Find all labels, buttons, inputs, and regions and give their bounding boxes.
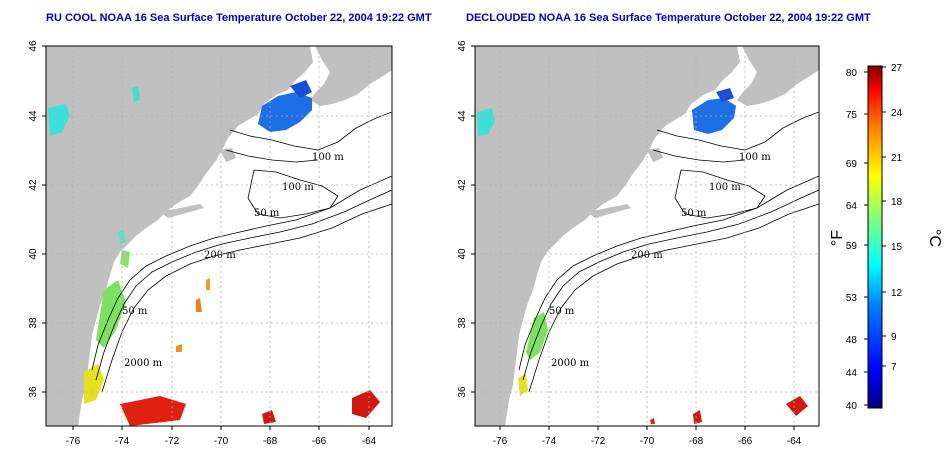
right-map-panel: 100 m 100 m 50 m 200 m 50 m 2000 m — [457, 40, 820, 447]
colorbar-c-tick: 15 — [891, 242, 903, 253]
sst-patch-red-2 — [786, 396, 808, 416]
left-axis-ticks — [42, 45, 370, 430]
fahrenheit-label: °F — [829, 230, 846, 246]
x-tick-label: -66 — [738, 436, 753, 447]
long-island-land — [160, 204, 204, 218]
x-tick-label: -70 — [214, 436, 229, 447]
x-tick-label: -76 — [493, 436, 508, 447]
contour-label-100m-b: 100 m — [709, 182, 741, 193]
contour-label-200m: 200 m — [204, 250, 236, 261]
contour-label-2000m: 2000 m — [551, 358, 590, 369]
y-tick-label: 42 — [457, 179, 468, 191]
bathymetry-contours — [518, 111, 819, 393]
left-panel-title: RU COOL NOAA 16 Sea Surface Temperature … — [46, 12, 432, 24]
y-tick-label: 36 — [457, 386, 468, 398]
right-panel-title: DECLOUDED NOAA 16 Sea Surface Temperatur… — [466, 12, 871, 24]
contour-label-2000m: 2000 m — [124, 358, 163, 369]
celsius-label: °C — [926, 229, 943, 247]
sst-patch-gulf-of-maine — [258, 92, 312, 132]
left-map-panel: 100 m 100 m 50 m 200 m 50 m 2000 m — [28, 40, 393, 447]
y-tick-label: 44 — [28, 110, 39, 122]
colorbar-f-tick: 59 — [846, 241, 858, 252]
colorbar-c-tick: 21 — [891, 153, 903, 164]
graticule-grid — [475, 46, 819, 426]
colorbar-c-tick: 12 — [891, 288, 903, 299]
colorbar-c-tick: 9 — [891, 332, 897, 343]
y-tick-label: 38 — [28, 317, 39, 329]
sst-patch-red-2 — [262, 410, 276, 424]
sst-patch-nj-green — [120, 250, 130, 268]
y-tick-label: 42 — [28, 179, 39, 191]
colorbar-f-tick: 44 — [846, 368, 858, 379]
contour-label-200m: 200 m — [631, 250, 663, 261]
sst-patch-red-1 — [693, 410, 702, 424]
sst-patch-bay-of-fundy — [716, 88, 734, 102]
contour-label-50m-b: 50 m — [549, 306, 575, 317]
contour-label-100m: 100 m — [312, 152, 344, 163]
contour-label-50m-b: 50 m — [122, 306, 148, 317]
colorbar-c-tick: 7 — [891, 362, 897, 373]
y-tick-label: 46 — [28, 40, 39, 52]
sst-patch-bay-of-fundy — [290, 80, 312, 98]
right-axis-ticks — [471, 45, 795, 430]
graticule-grid — [46, 46, 392, 426]
x-tick-label: -72 — [165, 436, 180, 447]
x-tick-label: -74 — [542, 436, 557, 447]
x-tick-label: -66 — [312, 436, 327, 447]
colorbar-c-tick: 27 — [891, 63, 903, 74]
colorbar-c-tick: 18 — [891, 197, 903, 208]
land-mass — [46, 46, 313, 426]
sst-patch-gulf-of-maine — [692, 98, 736, 134]
y-tick-label: 46 — [457, 40, 468, 52]
contour-label-50m: 50 m — [681, 208, 707, 219]
sst-patch-red-3 — [650, 418, 655, 424]
colorbar-f-tick: 53 — [846, 293, 858, 304]
y-tick-label: 38 — [457, 317, 468, 329]
y-tick-label: 40 — [28, 248, 39, 260]
x-tick-label: -76 — [66, 436, 81, 447]
nova-scotia-land — [310, 46, 392, 106]
long-island-land — [587, 204, 631, 218]
contour-label-100m-b: 100 m — [282, 182, 314, 193]
y-tick-label: 40 — [457, 248, 468, 260]
sst-patch-chesapeake-yellow — [518, 374, 528, 396]
nova-scotia-land — [737, 46, 819, 106]
sst-patch-maine-coast — [48, 104, 70, 136]
sst-patch-orange-3 — [206, 278, 210, 290]
colorbar-gradient — [867, 65, 883, 409]
x-tick-label: -68 — [689, 436, 704, 447]
colorbar-c-tick: 24 — [891, 108, 903, 119]
sst-patch-small-cyan — [132, 86, 140, 102]
x-tick-label: -64 — [787, 436, 802, 447]
contour-label-50m: 50 m — [254, 208, 280, 219]
x-tick-label: -68 — [263, 436, 278, 447]
sst-patch-red-1 — [120, 396, 186, 426]
cape-breton-land — [360, 46, 392, 62]
colorbar-f-tick: 48 — [846, 335, 858, 346]
sst-patch-orange-1 — [196, 298, 202, 312]
sst-patch-maine-coast — [477, 108, 495, 136]
colorbar-f-tick: 69 — [846, 159, 858, 170]
colorbar-f-tick: 40 — [846, 401, 858, 412]
x-tick-label: -72 — [591, 436, 606, 447]
colorbar-f-tick: 75 — [846, 110, 858, 121]
x-tick-label: -64 — [362, 436, 377, 447]
sst-patch-chesapeake-yellow — [84, 364, 104, 404]
colorbar-f-tick: 64 — [846, 201, 858, 212]
y-tick-label: 44 — [457, 110, 468, 122]
left-map-frame — [45, 45, 393, 427]
x-tick-label: -70 — [640, 436, 655, 447]
land-mass — [475, 46, 740, 426]
temperature-colorbar: 80 75 69 64 59 53 48 44 40 27 24 21 18 1… — [829, 63, 943, 412]
sst-patch-orange-2 — [176, 344, 182, 352]
x-tick-label: -74 — [115, 436, 130, 447]
y-tick-label: 36 — [28, 386, 39, 398]
sst-patch-red-3 — [352, 390, 380, 418]
contour-label-100m: 100 m — [739, 152, 771, 163]
colorbar-f-tick: 80 — [846, 68, 858, 79]
